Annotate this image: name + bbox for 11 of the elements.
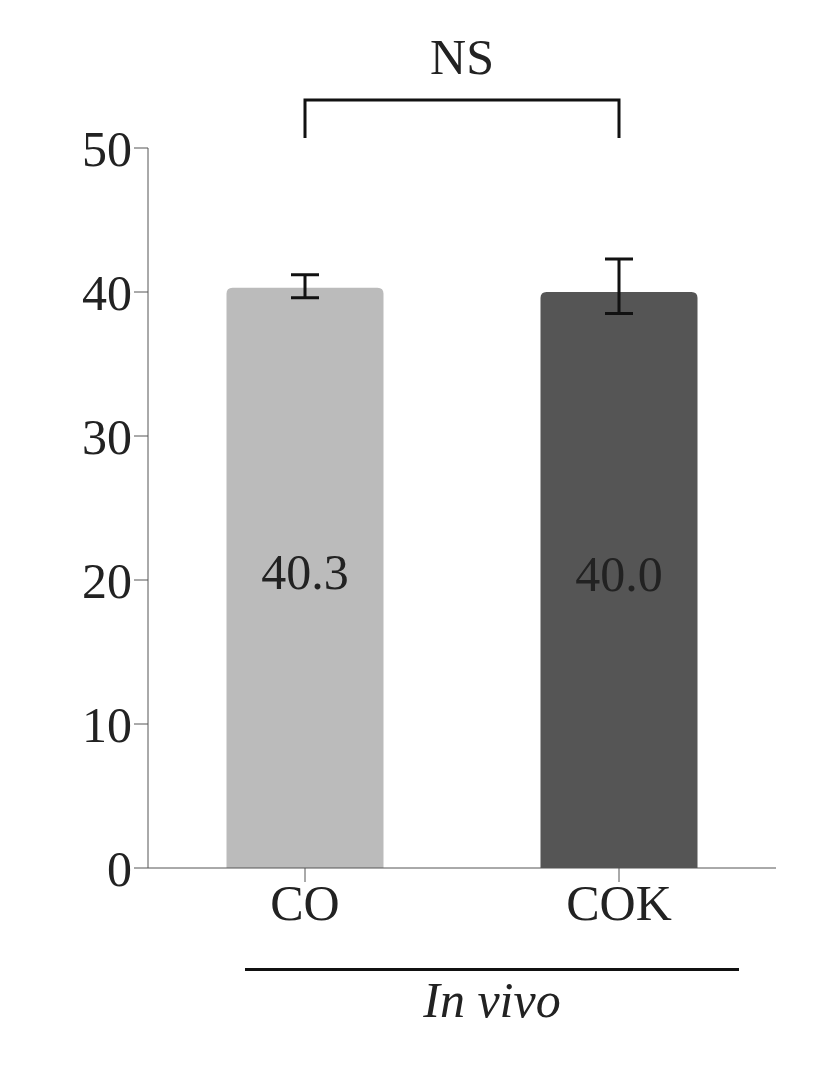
x-axis-title: In vivo (422, 971, 562, 1029)
data-label: 40.3 (261, 544, 349, 601)
y-tick-label: 0 (107, 840, 132, 897)
x-tick-label: COK (566, 874, 672, 931)
y-tick-label: 20 (82, 552, 132, 609)
y-tick-label: 40 (82, 264, 132, 321)
y-tick-label: 50 (82, 120, 132, 177)
text: NS (429, 28, 495, 86)
y-tick-label: 30 (82, 408, 132, 465)
y-tick-label: 10 (82, 696, 132, 753)
x-tick-label: CO (270, 874, 340, 931)
